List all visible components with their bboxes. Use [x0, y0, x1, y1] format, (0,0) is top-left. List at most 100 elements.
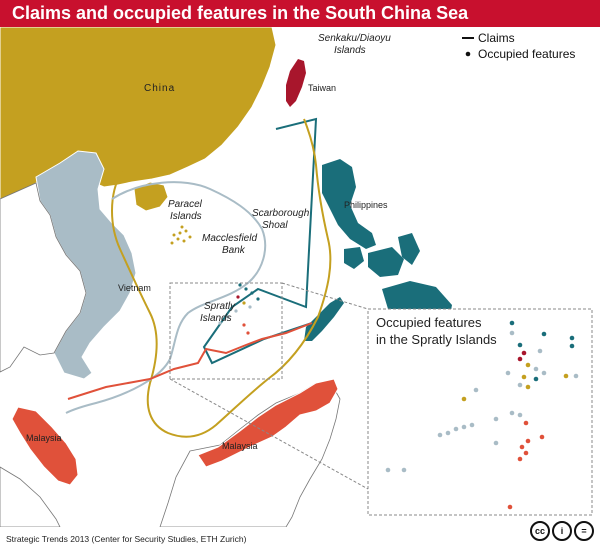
philippines-visayas	[368, 247, 404, 277]
label-scarborough-2: Shoal	[262, 220, 288, 231]
feature-dot	[537, 348, 543, 354]
feature-dot	[509, 330, 515, 336]
label-senkaku-2: Islands	[334, 45, 366, 56]
feature-dot	[246, 331, 250, 335]
feature-dot	[385, 467, 391, 473]
feature-dot	[533, 376, 539, 382]
attribution-icon: i	[552, 521, 572, 541]
inset-title-line1: Occupied features	[376, 315, 482, 330]
feature-dot	[517, 356, 523, 362]
label-macclesfield-1: Macclesfield	[202, 233, 257, 244]
feature-dot	[563, 373, 569, 379]
spratly-zoom-box	[169, 282, 283, 380]
feature-dot	[445, 430, 451, 436]
feature-dot	[517, 342, 523, 348]
label-senkaku-1: Senkaku/Diaoyu	[318, 33, 391, 44]
philippines-samar	[398, 233, 420, 265]
feature-dot	[525, 384, 531, 390]
feature-dot	[188, 235, 192, 239]
feature-dot	[461, 424, 467, 430]
feature-dot	[170, 241, 174, 245]
page-title: Claims and occupied features in the Sout…	[12, 3, 469, 23]
malaysia-east-landmass	[197, 378, 339, 468]
feature-dot	[493, 416, 499, 422]
feature-dot	[242, 301, 246, 305]
feature-dot	[226, 315, 230, 319]
legend-claims-label: Claims	[478, 31, 515, 45]
feature-dot	[517, 382, 523, 388]
footer-credit: Strategic Trends 2013 (Center for Securi…	[6, 534, 247, 544]
philippines-mindoro	[344, 247, 364, 269]
label-philippines: Philippines	[344, 200, 388, 210]
taiwan-landmass	[286, 59, 306, 107]
spratly-features	[218, 283, 260, 335]
feature-dot	[180, 225, 184, 229]
spratly-inset-panel	[367, 308, 593, 516]
china-claim-line	[111, 118, 332, 438]
feature-dot	[172, 233, 176, 237]
feature-dot	[525, 438, 531, 444]
feature-dot	[523, 450, 529, 456]
vietnam-claim-line	[65, 181, 267, 414]
label-macclesfield-2: Bank	[222, 245, 246, 256]
feature-dot	[519, 444, 525, 450]
feature-dot	[242, 323, 246, 327]
legend-occupied-label: Occupied features	[478, 47, 575, 61]
feature-dot	[521, 374, 527, 380]
no-derivatives-icon: =	[574, 521, 594, 541]
paracel-features	[170, 225, 192, 245]
philippines-palawan	[304, 297, 344, 341]
label-malaysia-east: Malaysia	[222, 441, 258, 451]
feature-dot	[248, 305, 252, 309]
philippines-claim-line	[202, 117, 318, 365]
label-taiwan: Taiwan	[308, 83, 336, 93]
feature-dot	[505, 370, 511, 376]
inset-features	[385, 320, 579, 510]
label-vietnam: Vietnam	[118, 283, 151, 293]
feature-dot	[517, 412, 523, 418]
feature-dot	[507, 504, 513, 510]
feature-dot	[176, 237, 180, 241]
sumatra-outline	[0, 466, 61, 527]
feature-dot	[523, 420, 529, 426]
feature-dot	[541, 370, 547, 376]
feature-dot	[521, 350, 527, 356]
label-china: China	[144, 83, 175, 94]
hainan-island	[133, 181, 169, 212]
zoom-connector-bottom	[169, 378, 369, 490]
feature-dot	[509, 410, 515, 416]
feature-dot	[493, 440, 499, 446]
label-paracel-1: Paracel	[168, 199, 203, 210]
label-paracel-2: Islands	[170, 211, 202, 222]
feature-dot	[461, 396, 467, 402]
label-malaysia-west: Malaysia	[26, 433, 62, 443]
label-scarborough-1: Scarborough	[252, 208, 310, 219]
map-canvas: Occupied features in the Spratly Islands	[0, 27, 600, 527]
license-badges: cc i =	[530, 521, 594, 541]
feature-dot	[469, 422, 475, 428]
feature-dot	[184, 229, 188, 233]
feature-dot	[250, 291, 254, 295]
legend-occupied-swatch	[465, 51, 471, 57]
inset-title-line2: in the Spratly Islands	[376, 332, 497, 347]
feature-dot	[517, 456, 523, 462]
label-spratly-2: Islands	[200, 313, 232, 324]
feature-dot	[525, 362, 531, 368]
malaysia-west-landmass	[11, 406, 79, 486]
feature-dot	[256, 297, 260, 301]
feature-dot	[509, 320, 515, 326]
feature-dot	[569, 335, 575, 341]
feature-dot	[453, 426, 459, 432]
label-spratly-1: Spratly	[204, 301, 236, 312]
feature-dot	[238, 283, 242, 287]
feature-dot	[178, 231, 182, 235]
feature-dot	[401, 467, 407, 473]
feature-dot	[244, 287, 248, 291]
malaysia-claim-line	[67, 322, 313, 400]
mainland-white	[0, 182, 87, 373]
feature-dot	[573, 373, 579, 379]
cc-icon: cc	[530, 521, 550, 541]
philippines-luzon	[322, 159, 376, 249]
feature-dot	[541, 331, 547, 337]
